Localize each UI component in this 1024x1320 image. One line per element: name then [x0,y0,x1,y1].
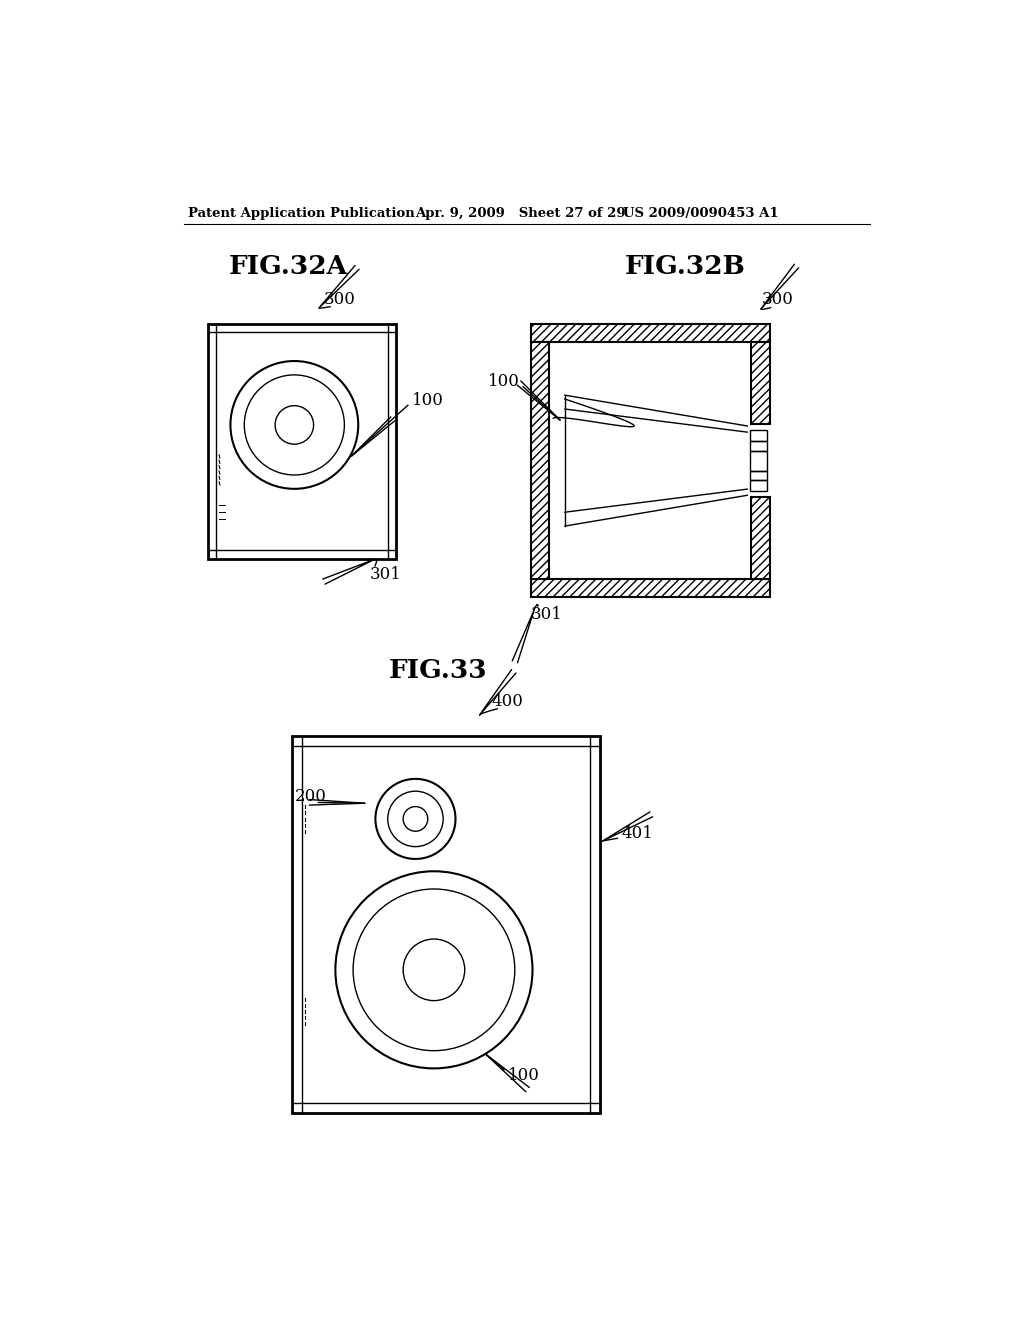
Polygon shape [531,579,770,598]
Text: US 2009/0090453 A1: US 2009/0090453 A1 [624,207,779,220]
Polygon shape [752,342,770,424]
Text: 301: 301 [370,566,401,582]
Text: Apr. 9, 2009   Sheet 27 of 29: Apr. 9, 2009 Sheet 27 of 29 [416,207,626,220]
Polygon shape [531,323,770,342]
Text: 301: 301 [531,606,563,623]
Text: 300: 300 [324,290,356,308]
Text: 300: 300 [762,290,794,308]
Text: 100: 100 [508,1067,540,1084]
Text: Patent Application Publication: Patent Application Publication [188,207,415,220]
Text: FIG.32B: FIG.32B [625,253,745,279]
Text: 401: 401 [622,825,653,842]
Text: FIG.32A: FIG.32A [228,253,348,279]
Text: 400: 400 [492,693,524,710]
Text: 100: 100 [488,374,520,391]
Text: 100: 100 [412,392,443,409]
Text: 200: 200 [295,788,327,805]
Polygon shape [752,498,770,579]
Text: FIG.33: FIG.33 [389,657,487,682]
Polygon shape [531,342,550,579]
